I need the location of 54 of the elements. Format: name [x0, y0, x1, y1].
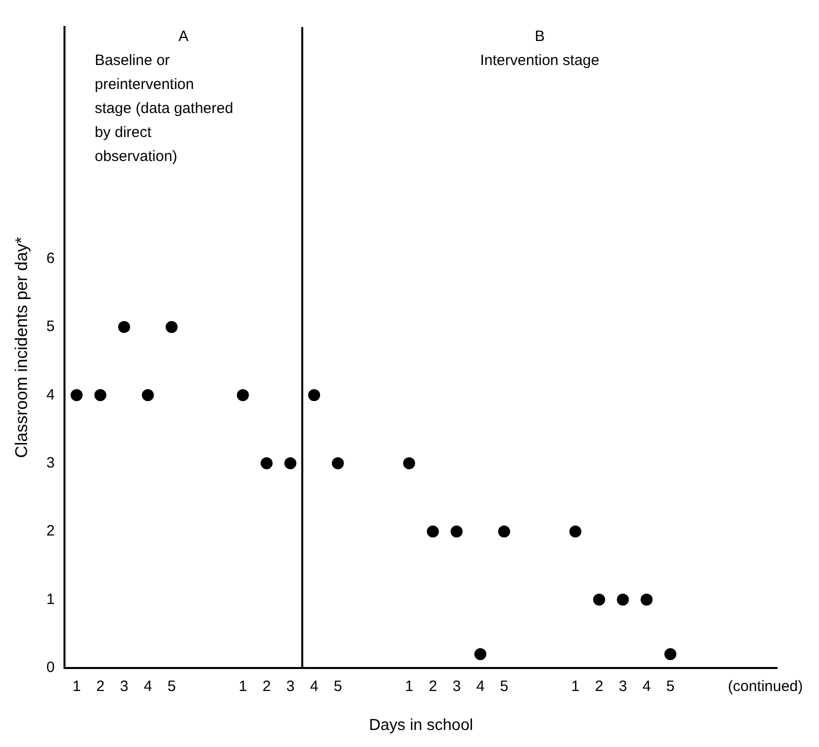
- x-tick-label: 4: [310, 678, 318, 695]
- y-tick-label: 5: [46, 318, 55, 336]
- point: [664, 648, 676, 660]
- y-tick-label: 4: [46, 386, 55, 404]
- x-tick-label: 5: [167, 678, 176, 695]
- x-tick-label: 1: [571, 678, 580, 695]
- x-tick-label: 2: [96, 678, 105, 695]
- y-tick-label: 1: [46, 590, 55, 608]
- annotation: Baseline or preintervention stage (data gathered by direct observation): [94, 52, 234, 165]
- point: [70, 389, 83, 402]
- y-tick-label: 3: [46, 454, 55, 472]
- x-tick-label: 1: [404, 678, 414, 695]
- x-tick-label: 5: [666, 678, 675, 695]
- point: [474, 648, 486, 660]
- point: [260, 457, 273, 470]
- annotation: B: [534, 28, 545, 45]
- x-tick-label: 2: [262, 678, 271, 695]
- y-axis-title: Classroom incidents per day*: [12, 236, 31, 458]
- point: [450, 525, 463, 538]
- point: [593, 594, 606, 606]
- x-tick-label: 4: [476, 678, 485, 695]
- x-axis-title: Days in school: [368, 716, 474, 734]
- point: [498, 525, 510, 538]
- x-tick-label: 1: [238, 678, 248, 695]
- annotation: Intervention stage: [480, 52, 600, 69]
- point: [426, 525, 439, 538]
- x-tick-label: 3: [452, 678, 461, 695]
- x-tick-label: 3: [618, 678, 628, 695]
- point: [640, 594, 653, 606]
- point: [616, 594, 629, 606]
- point: [94, 389, 106, 402]
- point: [308, 389, 320, 402]
- x-tick-label: 2: [594, 678, 604, 695]
- point: [166, 320, 178, 333]
- x-tick-label: (continued): [728, 678, 803, 695]
- x-tick-label: 3: [286, 678, 295, 695]
- point: [403, 457, 416, 470]
- x-tick-label: 5: [500, 678, 508, 695]
- x-tick-label: 4: [642, 678, 651, 695]
- y-tick-label: 0: [46, 658, 55, 676]
- x-tick-label: 4: [144, 678, 152, 695]
- annotation: A: [178, 28, 188, 45]
- point: [284, 457, 296, 470]
- point: [332, 457, 344, 470]
- x-tick-label: 2: [428, 678, 438, 695]
- x-tick-label: 5: [334, 678, 342, 695]
- point: [118, 320, 130, 333]
- x-tick-label: 1: [72, 678, 81, 695]
- point: [236, 389, 249, 402]
- y-tick-label: 2: [46, 522, 55, 540]
- x-tick-label: 3: [120, 678, 128, 695]
- y-tick-label: 6: [46, 250, 55, 267]
- point: [569, 525, 582, 538]
- point: [142, 389, 154, 402]
